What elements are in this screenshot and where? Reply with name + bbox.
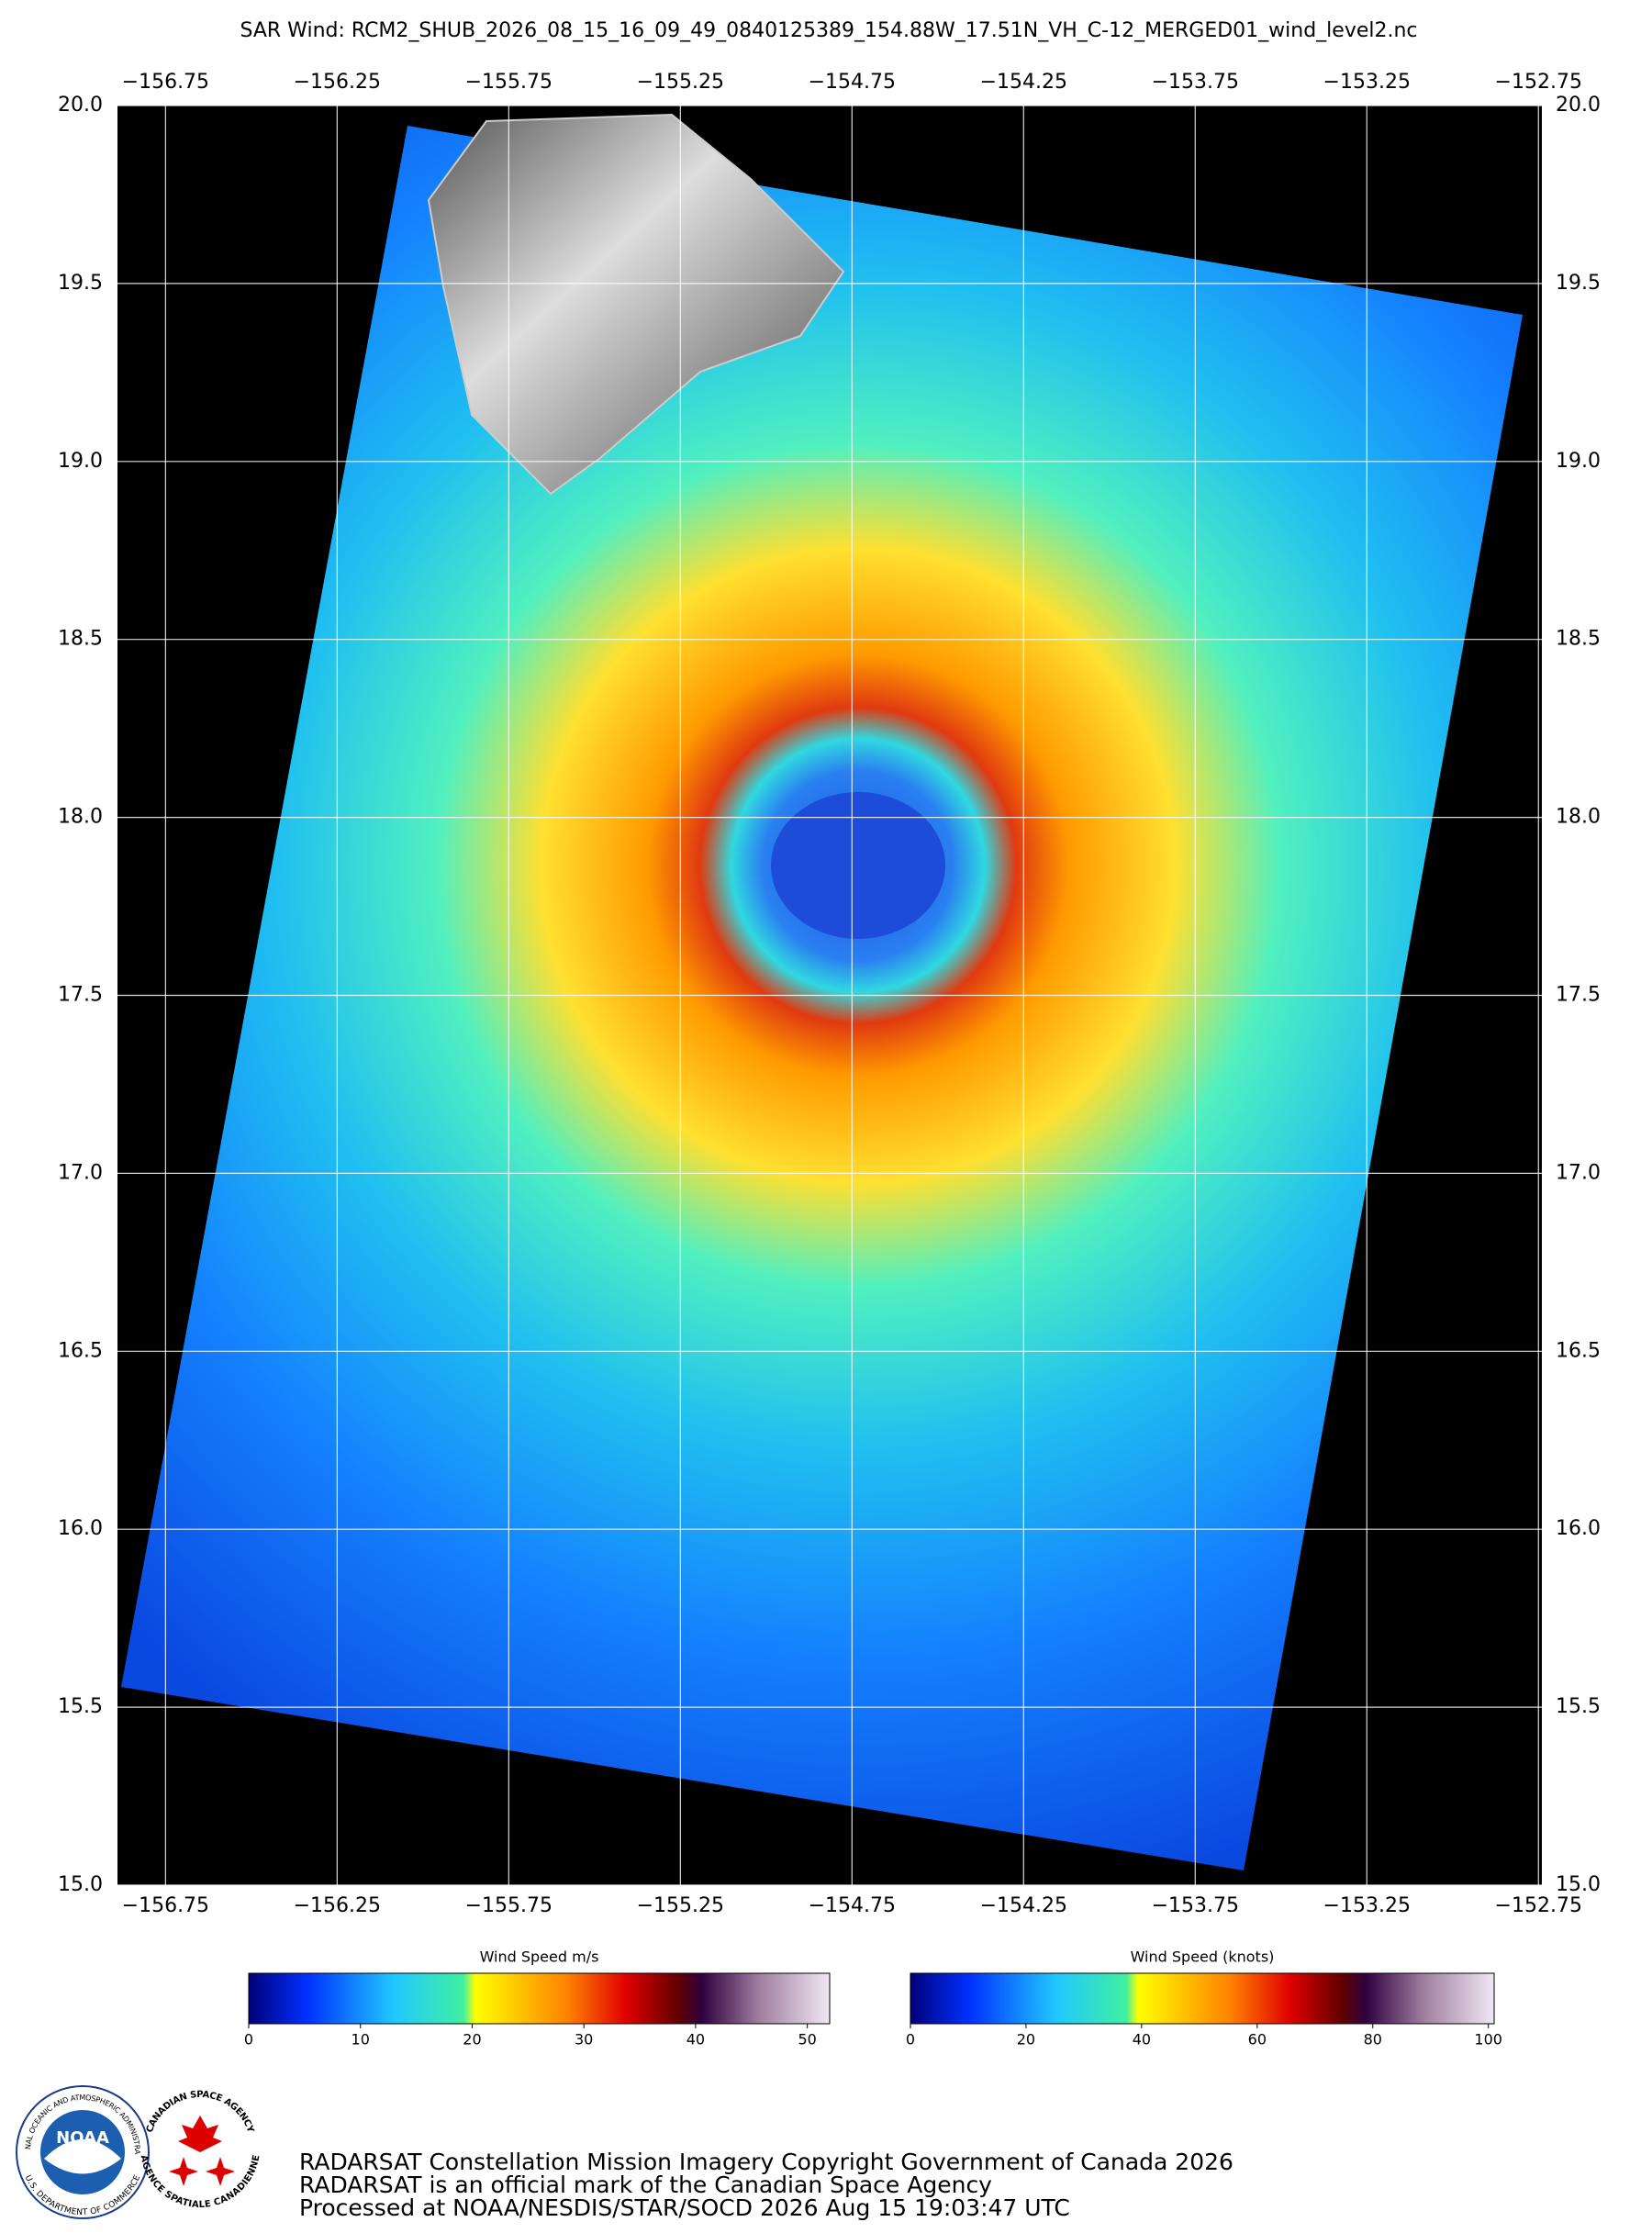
x-tick-label: −153.75 [1152,71,1239,94]
logo-leaf [178,2116,222,2152]
y-tick-label: 18.5 [58,628,103,651]
y-tick-label: 17.5 [58,984,103,1007]
footer-line: RADARSAT is an official mark of the Cana… [299,2172,992,2198]
colorbar [910,1972,1495,2025]
colorbars: Wind Speed m/s 0 10 20 30 40 50 Wind Speed (kno… [244,1948,1502,2049]
ticks: −156.75 −156.75 −156.25 −156.25 −155.75 −155.… [58,71,1601,1917]
logo-stars [169,2157,235,2186]
x-tick-label: −155.25 [637,1894,724,1917]
colorbar-title: Wind Speed (knots) [1131,1948,1275,1966]
colorbar-tick-label: 10 [352,2031,370,2049]
logo-gull [44,2139,121,2174]
x-tick-label: −154.25 [980,71,1067,94]
x-tick-label: −154.75 [809,1894,896,1917]
colorbar [248,1972,831,2025]
colorbar-tick-label: 50 [798,2031,816,2049]
colorbar-tick-label: 60 [1248,2031,1267,2049]
x-tick-label: −156.75 [122,1894,209,1917]
y-tick-label: 20.0 [58,94,103,117]
y-tick-label: 19.0 [58,450,103,473]
y-tick-label: 16.0 [58,1517,103,1540]
colorbar-tick-label: 0 [244,2031,253,2049]
footer-line: RADARSAT Constellation Mission Imagery C… [299,2149,1233,2175]
y-tick-label: 16.5 [58,1339,103,1362]
y-tick-label: 18.5 [1556,628,1601,651]
colorbar-tick-label: 40 [686,2031,705,2049]
footer-line: Processed at NOAA/NESDIS/STAR/SOCD 2026 … [299,2194,1070,2221]
y-tick-label: 15.5 [1556,1695,1601,1718]
y-tick-label: 17.0 [58,1161,103,1184]
y-tick-label: 17.5 [1556,984,1601,1007]
y-tick-label: 16.5 [1556,1339,1601,1362]
colorbar-tick-label: 20 [1017,2031,1035,2049]
colorbar-tick-label: 0 [906,2031,915,2049]
x-tick-label: −153.25 [1323,1894,1411,1917]
x-tick-label: −155.75 [465,71,553,94]
y-tick-label: 15.0 [58,1873,103,1896]
y-tick-label: 19.5 [1556,272,1601,295]
logo-ring-text: AGENCE SPATIALE CANADIENNE [139,2154,262,2210]
logo-name: NOAA [56,2128,109,2148]
logo-ring-bottom: AGENCE SPATIALE CANADIENNE [139,2154,262,2210]
y-tick-label: 19.5 [58,272,103,295]
y-tick-label: 15.0 [1556,1873,1601,1896]
colorbar-title: Wind Speed m/s [480,1948,599,1966]
x-tick-label: −154.25 [980,1894,1067,1917]
y-tick-label: 20.0 [1556,94,1601,117]
storm-eye [771,792,945,939]
y-tick-label: 18.0 [58,806,103,829]
x-tick-label: −153.75 [1152,1894,1239,1917]
colorbar-tick-label: 40 [1133,2031,1151,2049]
y-tick-label: 18.0 [1556,806,1601,829]
colorbar-tick-label: 100 [1474,2031,1502,2049]
x-tick-label: −154.75 [809,71,896,94]
title: SAR Wind: RCM2_SHUB_2026_08_15_16_09_49_… [240,19,1417,42]
sar-swath [121,126,1523,1870]
x-tick-label: −156.25 [294,1894,381,1917]
x-tick-label: −152.75 [1495,1894,1582,1917]
x-tick-label: −155.25 [637,71,724,94]
y-tick-label: 17.0 [1556,1161,1601,1184]
x-tick-label: −152.75 [1495,71,1582,94]
x-tick-label: −155.75 [465,1894,553,1917]
x-tick-label: −153.25 [1323,71,1411,94]
csa-logo: CANADIAN SPACE AGENCY AGENCE SPATIALE CA… [139,2090,262,2210]
y-tick-label: 15.5 [58,1695,103,1718]
colorbar-tick-label: 80 [1364,2031,1382,2049]
x-tick-label: −156.25 [294,71,381,94]
colorbar-tick-label: 20 [463,2031,481,2049]
x-tick-label: −156.75 [122,71,209,94]
y-tick-label: 16.0 [1556,1517,1601,1540]
colorbar-tick-label: 30 [575,2031,593,2049]
y-tick-label: 19.0 [1556,450,1601,473]
grid [117,105,1542,1886]
island [427,113,845,496]
